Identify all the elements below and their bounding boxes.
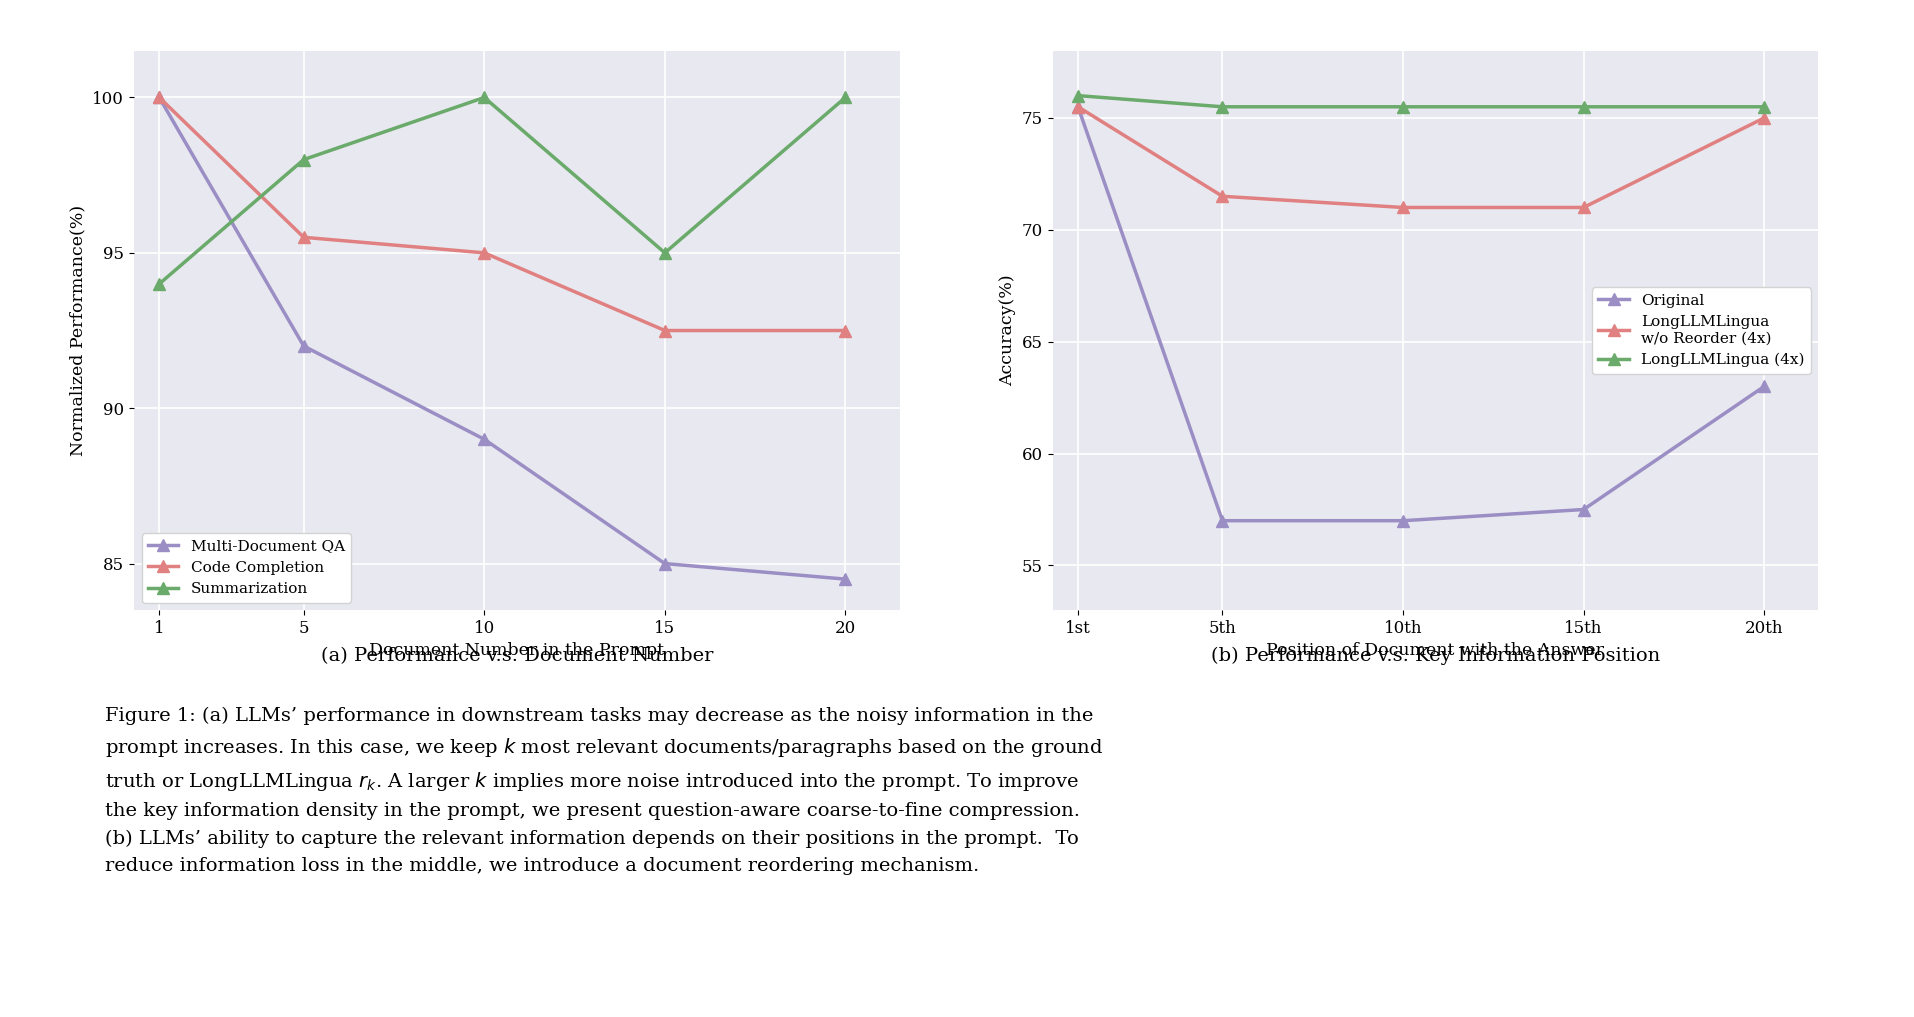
Line: Summarization: Summarization	[153, 92, 852, 290]
Original	[1571, 503, 1594, 516]
LongLLMLingua
w/o Reorder (4x)	[1571, 201, 1594, 214]
Summarization	[147, 278, 170, 290]
Y-axis label: Normalized Performance(%): Normalized Performance(%)	[69, 205, 86, 456]
Legend: Multi-Document QA, Code Completion, Summarization: Multi-Document QA, Code Completion, Summ…	[142, 533, 350, 602]
Code Completion	[653, 324, 676, 337]
Code Completion	[835, 324, 857, 337]
LongLLMLingua
w/o Reorder (4x)	[1066, 101, 1089, 113]
LongLLMLingua
w/o Reorder (4x)	[1753, 112, 1776, 124]
Original	[1753, 380, 1776, 393]
Code Completion	[473, 247, 496, 259]
Summarization	[653, 247, 676, 259]
X-axis label: Document Number in the Prompt: Document Number in the Prompt	[369, 643, 664, 659]
Original	[1391, 515, 1414, 527]
Multi-Document QA	[293, 340, 316, 352]
LongLLMLingua (4x)	[1391, 101, 1414, 113]
Line: LongLLMLingua
w/o Reorder (4x): LongLLMLingua w/o Reorder (4x)	[1072, 102, 1770, 213]
Text: (b) Performance v.s. Key Information Position: (b) Performance v.s. Key Information Pos…	[1212, 647, 1659, 665]
Multi-Document QA	[835, 573, 857, 585]
Multi-Document QA	[147, 92, 170, 104]
Line: Original: Original	[1072, 102, 1770, 526]
LongLLMLingua
w/o Reorder (4x)	[1212, 190, 1235, 202]
Multi-Document QA	[653, 557, 676, 570]
Text: (a) Performance v.s. Document Number: (a) Performance v.s. Document Number	[320, 647, 714, 665]
Multi-Document QA	[473, 433, 496, 445]
LongLLMLingua (4x)	[1571, 101, 1594, 113]
Legend: Original, LongLLMLingua
w/o Reorder (4x), LongLLMLingua (4x): Original, LongLLMLingua w/o Reorder (4x)…	[1592, 288, 1811, 373]
Original	[1066, 101, 1089, 113]
Text: Figure 1: (a) LLMs’ performance in downstream tasks may decrease as the noisy in: Figure 1: (a) LLMs’ performance in downs…	[105, 707, 1102, 875]
Code Completion	[147, 92, 170, 104]
Summarization	[293, 154, 316, 166]
Original	[1212, 515, 1235, 527]
LongLLMLingua (4x)	[1212, 101, 1235, 113]
Line: LongLLMLingua (4x): LongLLMLingua (4x)	[1072, 91, 1770, 112]
LongLLMLingua
w/o Reorder (4x)	[1391, 201, 1414, 214]
Y-axis label: Accuracy(%): Accuracy(%)	[999, 275, 1016, 386]
Summarization	[473, 92, 496, 104]
LongLLMLingua (4x)	[1753, 101, 1776, 113]
Line: Code Completion: Code Completion	[153, 92, 852, 336]
Code Completion	[293, 231, 316, 243]
Summarization	[835, 92, 857, 104]
Line: Multi-Document QA: Multi-Document QA	[153, 92, 852, 585]
X-axis label: Position of Document with the Answer: Position of Document with the Answer	[1267, 643, 1604, 659]
LongLLMLingua (4x)	[1066, 89, 1089, 102]
